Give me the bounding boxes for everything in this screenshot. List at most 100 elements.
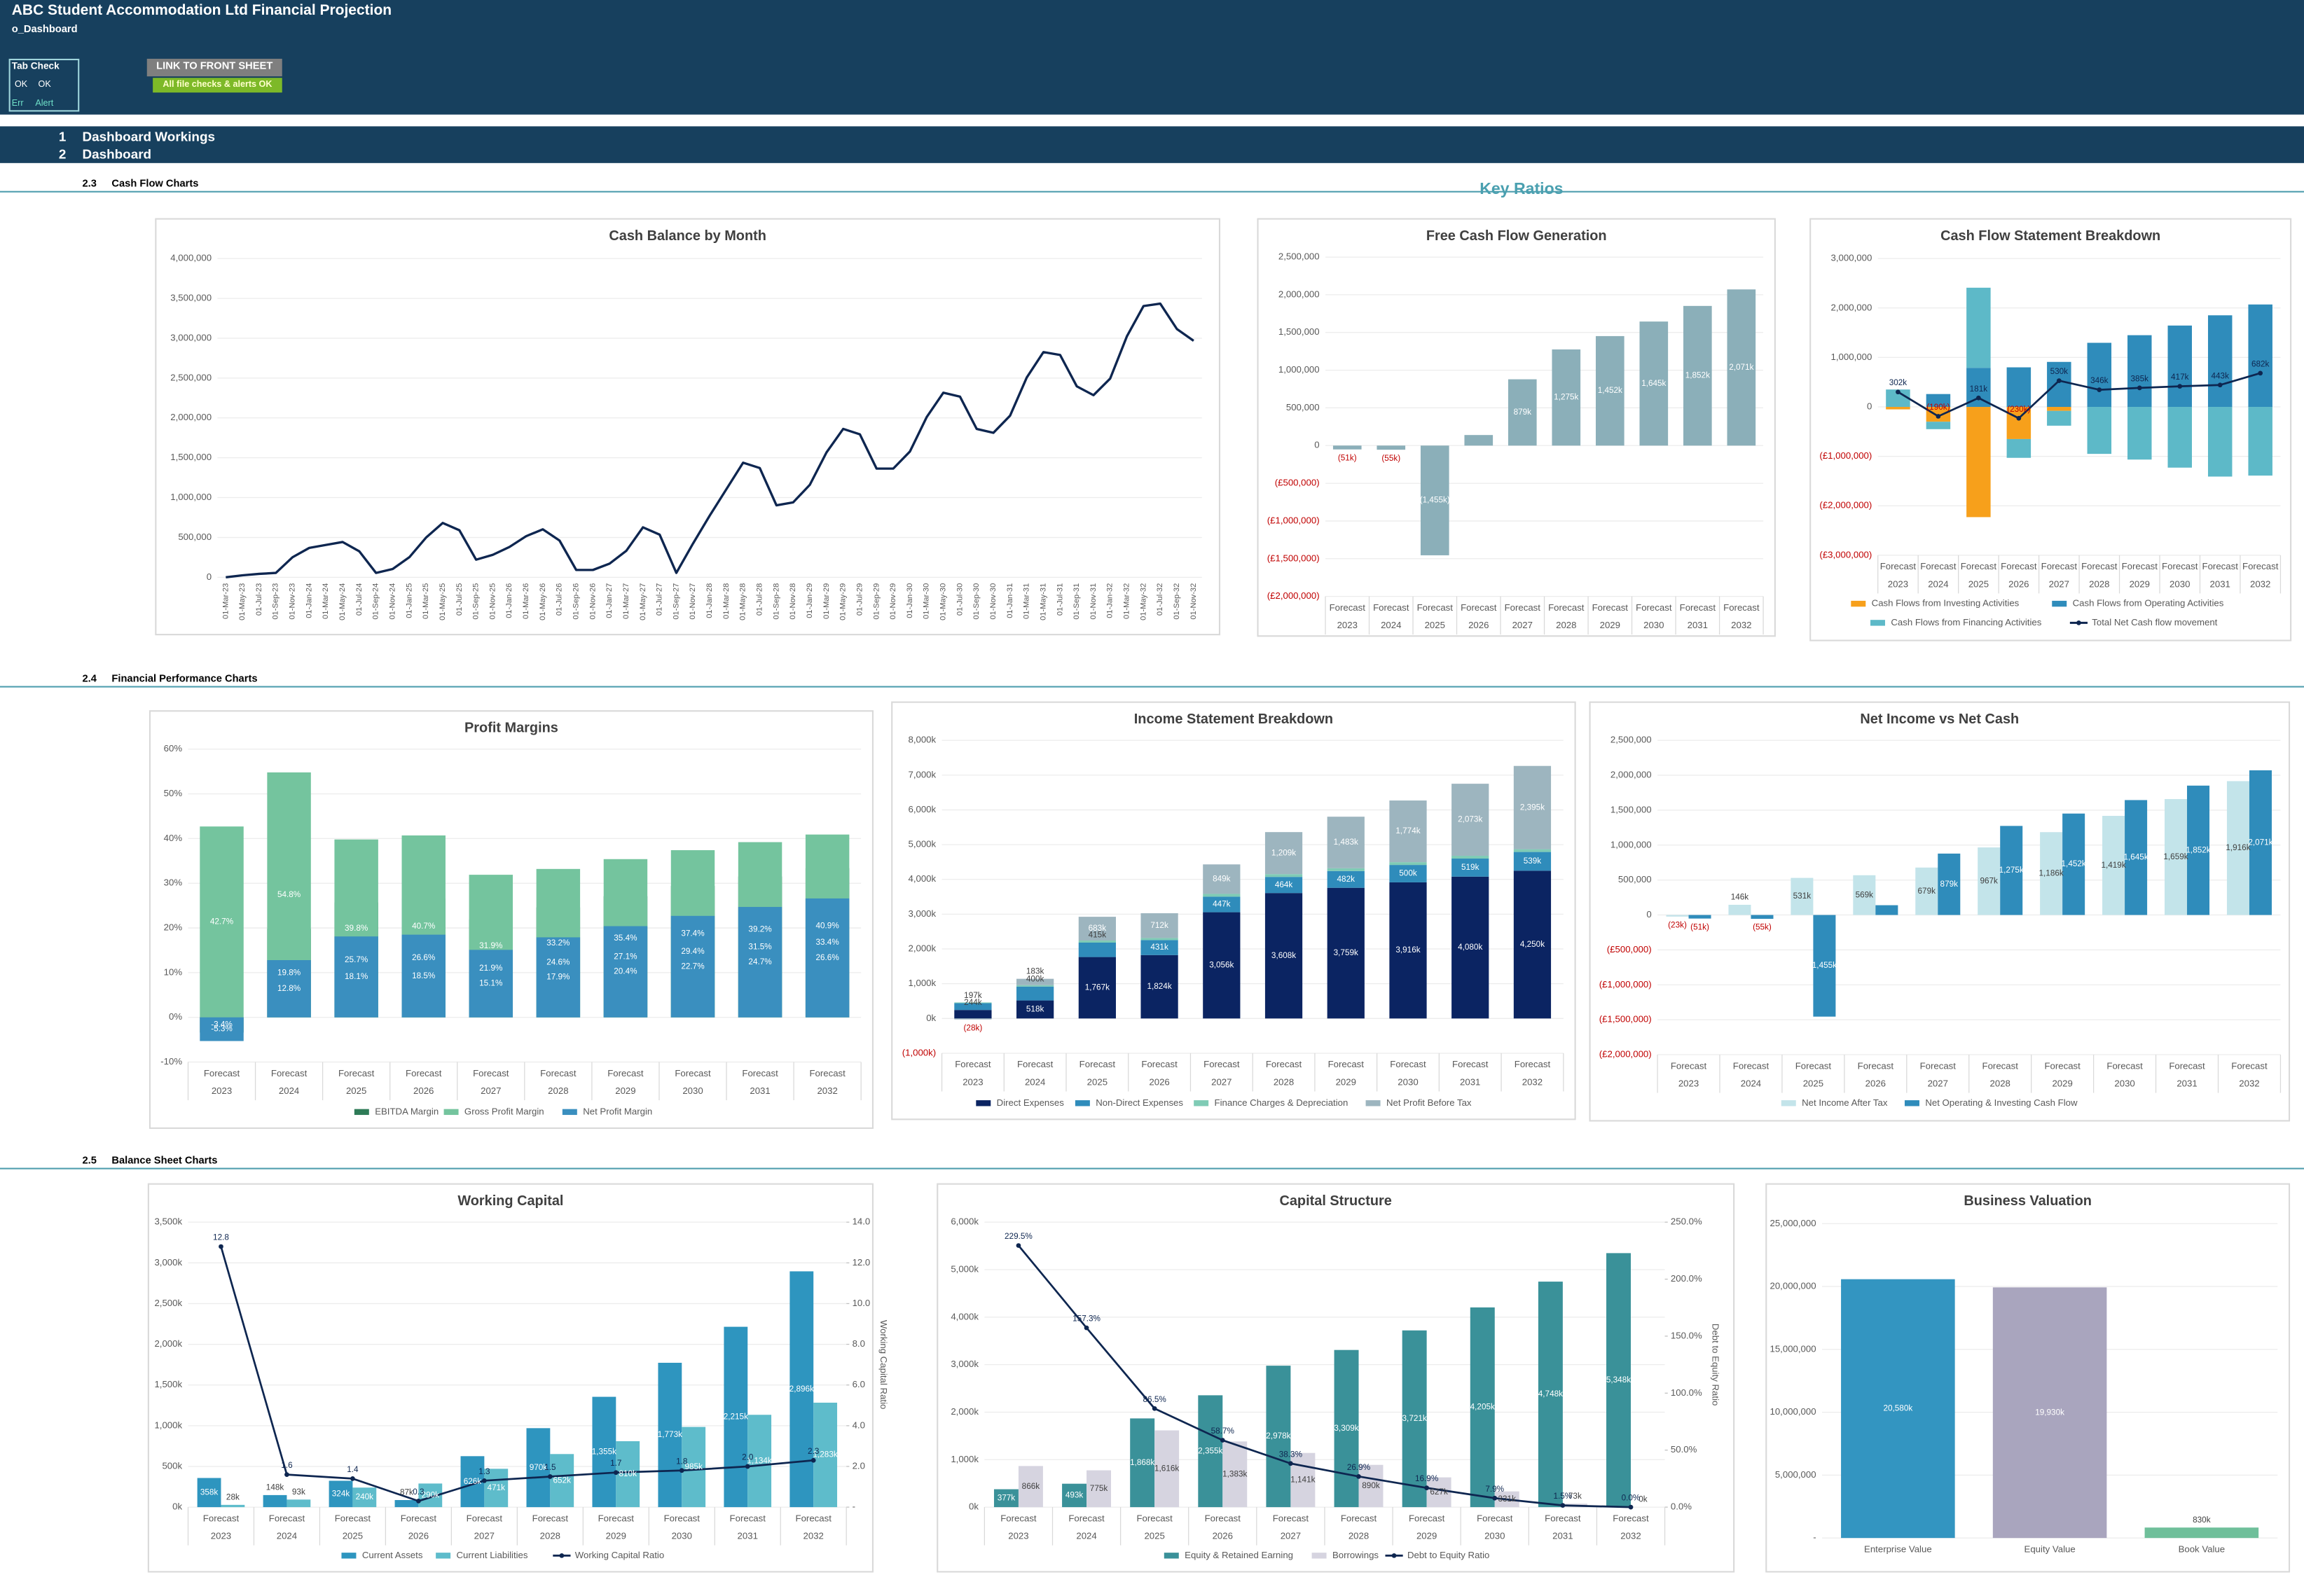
x-tick-label: 2030 — [1643, 620, 1664, 630]
legend-swatch — [1365, 1100, 1381, 1106]
x-tick-label: 01-May-32 — [1139, 583, 1147, 620]
y-tick-label: 2,000k — [951, 1406, 979, 1417]
bar — [1078, 941, 1116, 943]
legend-swatch — [1194, 1100, 1209, 1106]
legend-label: Borrowings — [1332, 1550, 1379, 1560]
x-tick-label: 01-Nov-31 — [1089, 583, 1098, 620]
x-tick-label: 2025 — [346, 1085, 366, 1096]
bar — [1264, 893, 1303, 1019]
data-label: 21.9% — [479, 964, 503, 973]
x-tick-label: 01-May-27 — [639, 583, 647, 620]
section-rule — [0, 686, 2304, 688]
bar — [1389, 882, 1427, 1019]
x-tick-label: 01-May-31 — [1039, 583, 1047, 620]
bar — [1327, 817, 1365, 868]
nav-link[interactable]: Dashboard Workings — [82, 129, 215, 144]
data-label: 1,645k — [1641, 379, 1666, 388]
y-tick-label: (£1,500,000) — [1599, 1014, 1652, 1025]
x-tick-label: Forecast — [1461, 602, 1497, 613]
data-label: 626k — [464, 1477, 482, 1486]
data-label: 39.2% — [748, 925, 772, 934]
data-label: 879k — [1514, 408, 1532, 417]
legend-label: Equity & Retained Earning — [1185, 1550, 1293, 1560]
legend-swatch — [1870, 620, 1885, 626]
x-tick-label: 2024 — [1025, 1076, 1045, 1087]
section-title: Cash Flow Charts — [111, 179, 199, 190]
data-label: 1,645k — [2123, 853, 2148, 862]
bar — [1078, 957, 1116, 1019]
data-label: 15.1% — [479, 979, 503, 988]
legend-swatch — [562, 1109, 577, 1116]
y-tick-label: (£3,000,000) — [1819, 549, 1872, 560]
x-tick-label: Forecast — [664, 1513, 701, 1523]
x-tick-label: 2031 — [2210, 578, 2230, 589]
x-tick-label: 2031 — [738, 1531, 758, 1541]
x-tick-label: 01-May-28 — [739, 583, 747, 620]
bar — [1853, 875, 1876, 915]
data-label: 2.3 — [808, 1447, 820, 1456]
data-label: 712k — [1150, 921, 1168, 930]
x-tick-label: 2029 — [606, 1531, 626, 1541]
x-tick-label: 01-Nov-27 — [689, 583, 697, 620]
x-tick-label: Forecast — [271, 1068, 308, 1078]
x-tick-label: 01-Jul-28 — [756, 583, 764, 616]
legend-swatch — [1164, 1553, 1179, 1559]
data-label: 25.7% — [345, 955, 368, 964]
y-tick-label: 100.0% — [1671, 1387, 1702, 1398]
x-tick-label: 01-Nov-26 — [588, 583, 597, 620]
bar — [2047, 410, 2071, 426]
x-tick-label: Forecast — [2169, 1060, 2205, 1071]
line-marker — [2137, 385, 2142, 391]
data-label: 3,759k — [1334, 948, 1358, 957]
x-tick-label: 2028 — [2089, 578, 2109, 589]
x-tick-label: 01-Nov-29 — [889, 583, 897, 620]
data-label: 27.1% — [614, 952, 637, 961]
bar — [1389, 800, 1427, 863]
bar — [1751, 915, 1774, 920]
data-label: 1.6 — [281, 1461, 293, 1470]
y-tick-label: 1,500,000 — [1278, 326, 1320, 337]
data-label: 0k — [1639, 1495, 1648, 1504]
data-label: 415k — [1089, 931, 1107, 940]
x-tick-label: Forecast — [335, 1513, 371, 1523]
workbook-title: ABC Student Accommodation Ltd Financial … — [11, 3, 392, 20]
link-button[interactable]: LINK TO FRONT SHEET — [146, 58, 282, 77]
x-tick-label: 2030 — [1398, 1076, 1418, 1087]
data-label: 1.5% — [1553, 1492, 1572, 1501]
x-tick-label: 01-Jul-24 — [355, 583, 364, 616]
x-tick-label: 2023 — [1888, 578, 1908, 589]
y-tick-label: 10% — [164, 966, 183, 977]
x-tick-label: 01-Mar-29 — [822, 583, 831, 619]
x-tick-label: Forecast — [1515, 1059, 1551, 1069]
bar — [2047, 361, 2071, 408]
bar — [1464, 435, 1494, 446]
data-label: 17.9% — [546, 973, 570, 982]
section-rule — [0, 1167, 2304, 1170]
data-label: 1.4 — [347, 1465, 359, 1474]
x-tick-label: 2023 — [963, 1076, 983, 1087]
legend-label: Finance Charges & Depreciation — [1215, 1097, 1348, 1108]
bar — [1926, 394, 1951, 408]
chart-title: Capital Structure — [1279, 1193, 1391, 1209]
data-label: 18.1% — [345, 972, 368, 981]
nav-link[interactable]: Dashboard — [82, 146, 152, 162]
y-tick-label: 2,500,000 — [1610, 735, 1652, 745]
bar — [1327, 870, 1365, 888]
x-tick-label: 2031 — [1688, 620, 1708, 630]
data-label: 31.5% — [748, 942, 772, 951]
bar — [2167, 325, 2192, 408]
x-tick-label: 01-Jan-29 — [806, 583, 814, 618]
data-label: 290k — [422, 1490, 440, 1499]
y-tick-label: 2,500,000 — [1278, 251, 1320, 262]
data-label: (51k) — [1338, 453, 1357, 462]
bar — [1688, 915, 1711, 919]
data-label: 86.5% — [1143, 1395, 1167, 1404]
bar — [484, 1469, 509, 1508]
x-tick-label: Forecast — [1390, 1059, 1426, 1069]
bar — [1222, 1441, 1248, 1508]
data-label: 324k — [332, 1489, 350, 1498]
chart-title: Profit Margins — [464, 721, 558, 736]
legend-swatch — [443, 1109, 459, 1116]
x-tick-label: 01-May-30 — [939, 583, 948, 620]
bar — [805, 898, 850, 1018]
